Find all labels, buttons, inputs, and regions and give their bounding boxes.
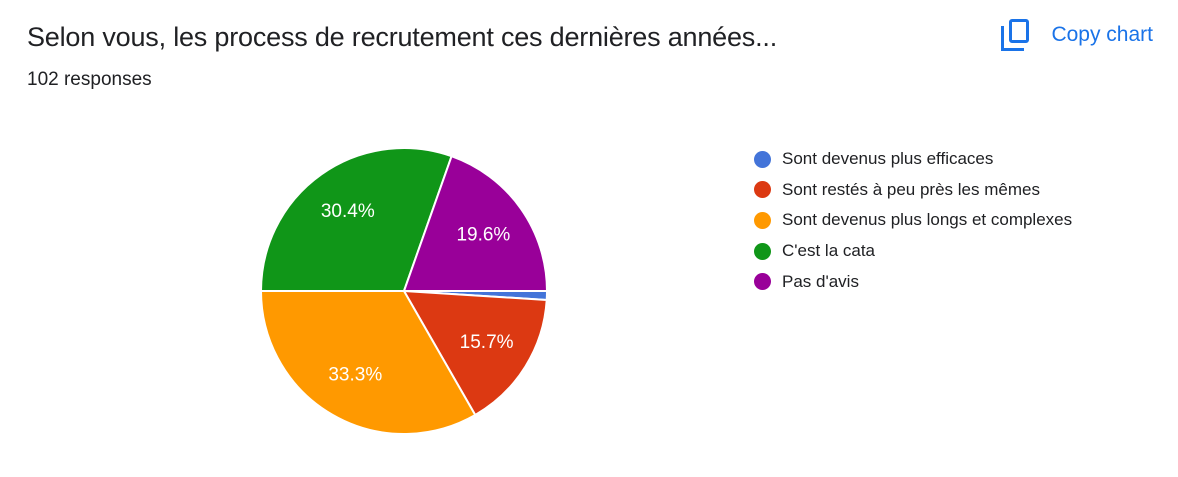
legend-item: Sont restés à peu près les mêmes [754, 175, 1072, 206]
legend-label: Sont devenus plus longs et complexes [782, 210, 1073, 230]
copy-icon [1000, 18, 1030, 51]
legend-item: Pas d'avis [754, 266, 1072, 297]
legend-label: Sont restés à peu près les mêmes [782, 179, 1040, 199]
legend-color-dot [754, 150, 771, 168]
chart-legend: Sont devenus plus efficaces Sont restés à… [754, 144, 1072, 297]
legend-color-dot [754, 273, 771, 291]
copy-icon-front-sheet [1009, 19, 1030, 43]
pie-slice-label: 15.7% [460, 332, 514, 353]
legend-label: Sont devenus plus efficaces [782, 149, 994, 169]
legend-color-dot [754, 211, 771, 229]
legend-label: C'est la cata [782, 241, 876, 261]
question-title: Selon vous, les process de recrutement c… [27, 22, 778, 52]
legend-item: Sont devenus plus longs et complexes [754, 205, 1072, 236]
copy-chart-label: Copy chart [1051, 23, 1153, 46]
pie-slice-label: 19.6% [456, 224, 510, 245]
legend-label: Pas d'avis [782, 271, 859, 291]
copy-chart-button[interactable]: Copy chart [1000, 16, 1153, 53]
pie-slice-4[interactable] [260, 146, 453, 292]
legend-item: Sont devenus plus efficaces [754, 144, 1072, 175]
legend-color-dot [754, 242, 771, 260]
response-count: 102 responses [27, 69, 152, 90]
legend-color-dot [754, 181, 771, 199]
copy-icon-back-sheet [1001, 26, 1025, 51]
pie-slice-3[interactable] [260, 290, 477, 435]
legend-item: C'est la cata [754, 236, 1072, 267]
pie-slice-5[interactable] [403, 155, 548, 292]
pie-slice-label: 33.3% [328, 365, 382, 386]
pie-slice-2[interactable] [403, 290, 548, 416]
pie-slice-label: 30.4% [321, 201, 375, 222]
pie-chart[interactable]: 15.7% 33.3% 30.4% 19.6% [254, 141, 554, 441]
